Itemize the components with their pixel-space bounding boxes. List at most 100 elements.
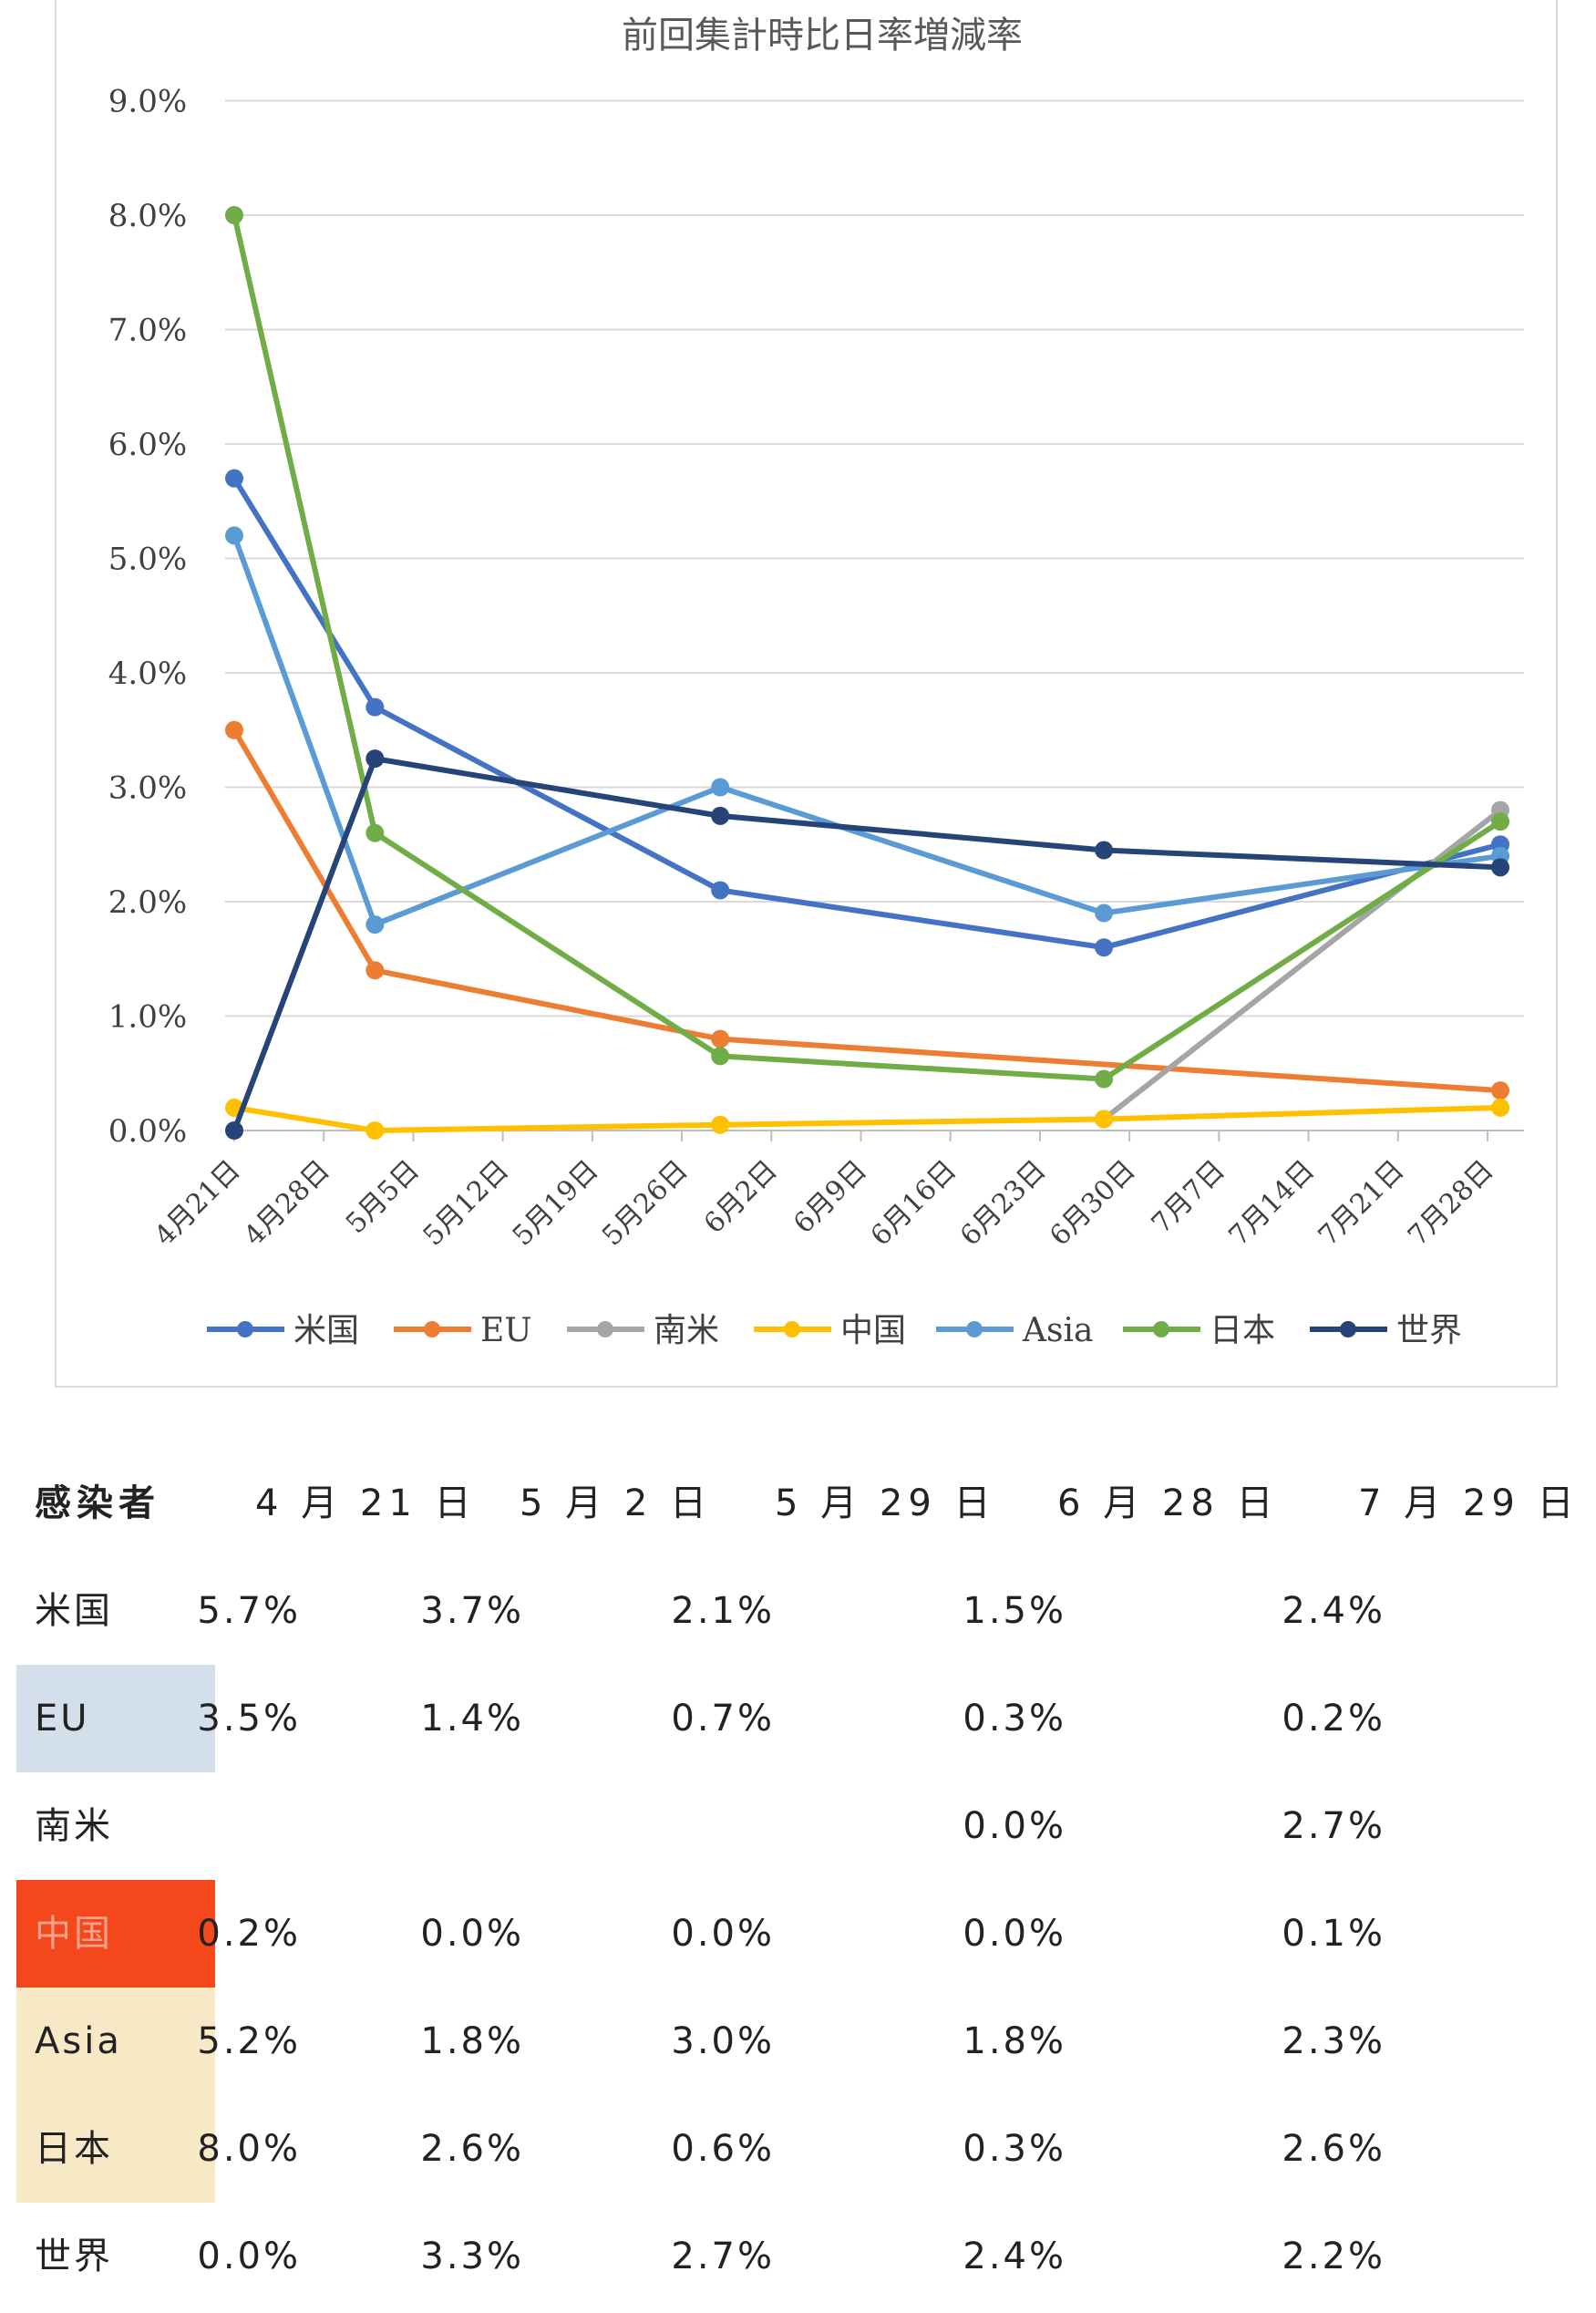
table-title: 感染者 <box>35 1482 160 1524</box>
y-tick-label: 4.0% <box>108 656 187 692</box>
row-label: 中国 <box>16 1880 215 1988</box>
data-point <box>1491 1081 1510 1100</box>
legend-marker <box>597 1321 613 1337</box>
chart-title: 前回集計時比日率増減率 <box>622 15 1023 57</box>
data-point <box>711 1115 730 1134</box>
table-cell: 3.5% <box>197 1698 301 1740</box>
table-cell: 1.5% <box>963 1590 1066 1632</box>
data-point <box>366 961 385 980</box>
x-tick-label: 5月12日 <box>417 1154 516 1253</box>
data-point <box>225 206 243 224</box>
table-cell <box>611 1772 775 1880</box>
data-point <box>366 1121 385 1140</box>
data-point <box>225 720 243 739</box>
x-tick-label: 5月5日 <box>340 1154 426 1240</box>
y-tick-label: 2.0% <box>108 884 187 921</box>
row-label: Asia <box>16 1988 215 2095</box>
data-point <box>225 526 243 545</box>
data-point <box>711 778 730 797</box>
legend-marker <box>966 1321 983 1337</box>
x-tick-label: 5月26日 <box>596 1154 695 1253</box>
table-cell: 0.3% <box>963 1698 1066 1740</box>
series-line-日本 <box>232 212 1504 1082</box>
line-chart: 前回集計時比日率増減率 0.0% 1.0% 2.0% 3.0% 4.0% 5.0% 6.0% 7… <box>108 15 1524 1349</box>
legend-label: 中国 <box>840 1312 906 1349</box>
data-point <box>225 1121 243 1140</box>
data-point <box>711 1029 730 1048</box>
data-point <box>1095 938 1114 957</box>
data-point <box>1095 1110 1114 1129</box>
y-tick-label: 9.0% <box>108 84 187 120</box>
table-cell: 2.4% <box>1282 1590 1385 1632</box>
x-tick-label: 6月23日 <box>954 1154 1053 1253</box>
data-point <box>1491 858 1510 877</box>
row-label: 米国 <box>16 1557 215 1665</box>
data-point <box>1491 1098 1510 1117</box>
table-cell <box>137 1772 301 1880</box>
table-cell: 2.3% <box>1282 2020 1385 2062</box>
x-tick-label: 6月16日 <box>865 1154 963 1253</box>
legend-marker <box>424 1321 440 1337</box>
column-header: 4 月 21 日 <box>255 1482 477 1524</box>
column-header: 6 月 28 日 <box>1057 1482 1279 1524</box>
table-cell: 2.4% <box>963 2236 1066 2277</box>
legend-label: EU <box>480 1312 532 1349</box>
x-tick-label: 7月14日 <box>1223 1154 1322 1253</box>
table-cell: 0.2% <box>197 1913 301 1955</box>
y-tick-label: 7.0% <box>108 313 187 349</box>
y-tick-label: 5.0% <box>108 542 187 578</box>
legend-label: 日本 <box>1210 1312 1275 1349</box>
data-point <box>1095 1069 1114 1089</box>
x-tick-label: 4月21日 <box>149 1154 247 1253</box>
table-cell: 0.0% <box>963 1805 1066 1847</box>
data-point <box>225 469 243 488</box>
x-tick-label: 5月19日 <box>507 1154 605 1253</box>
table-cell: 0.3% <box>963 2128 1066 2170</box>
legend-label: 米国 <box>293 1312 359 1349</box>
series-line-米国 <box>232 475 1504 951</box>
data-point <box>711 806 730 825</box>
table-cell: 2.2% <box>1282 2236 1385 2277</box>
y-tick-label: 6.0% <box>108 427 187 463</box>
data-point <box>1095 904 1114 923</box>
row-label: 世界 <box>16 2203 215 2310</box>
x-tick-label: 6月9日 <box>788 1154 873 1240</box>
legend-marker <box>237 1321 253 1337</box>
table-cell: 2.1% <box>671 1590 775 1632</box>
table-cell: 1.4% <box>420 1698 524 1740</box>
table-cell: 3.3% <box>420 2236 524 2277</box>
table-row: 日本 8.0% 2.6% 0.6% 0.3% 2.6% <box>0 2095 1596 2203</box>
row-label: 日本 <box>16 2095 215 2203</box>
y-tick-label: 8.0% <box>108 198 187 234</box>
table-header-row: 感染者 4 月 21 日 5 月 2 日 5 月 29 日 6 月 28 日 7 月 29… <box>0 1450 1596 1557</box>
x-tick-label: 6月30日 <box>1044 1154 1142 1253</box>
table-cell <box>360 1772 524 1880</box>
x-tick-label: 7月21日 <box>1313 1154 1411 1253</box>
series-line-EU <box>232 727 1504 1094</box>
table-cell: 5.2% <box>197 2020 301 2062</box>
column-header: 5 月 29 日 <box>775 1482 996 1524</box>
legend-marker <box>784 1321 800 1337</box>
table-cell: 2.7% <box>671 2236 775 2277</box>
table-cell: 2.6% <box>1282 2128 1385 2170</box>
legend-marker <box>1153 1321 1169 1337</box>
data-point <box>711 1047 730 1066</box>
data-point <box>1095 841 1114 860</box>
legend-label: 世界 <box>1396 1312 1462 1349</box>
row-label: 南米 <box>16 1772 215 1880</box>
legend-label: Asia <box>1022 1312 1093 1349</box>
table-cell: 2.7% <box>1282 1805 1385 1847</box>
table-cell: 0.0% <box>963 1913 1066 1955</box>
data-point <box>1491 812 1510 831</box>
data-point <box>366 697 385 717</box>
table-row: 世界 0.0% 3.3% 2.7% 2.4% 2.2% <box>0 2203 1596 2310</box>
table-cell: 0.0% <box>671 1913 775 1955</box>
table-cell: 1.8% <box>963 2020 1066 2062</box>
table-row: 南米 0.0% 2.7% <box>0 1772 1596 1880</box>
table-cell: 1.8% <box>420 2020 524 2062</box>
series-line-中国 <box>232 1104 1504 1133</box>
table-row: 米国 5.7% 3.7% 2.1% 1.5% 2.4% <box>0 1557 1596 1665</box>
y-tick-label: 0.0% <box>108 1113 187 1150</box>
x-tick-label: 7月28日 <box>1402 1154 1500 1253</box>
data-point <box>711 881 730 900</box>
